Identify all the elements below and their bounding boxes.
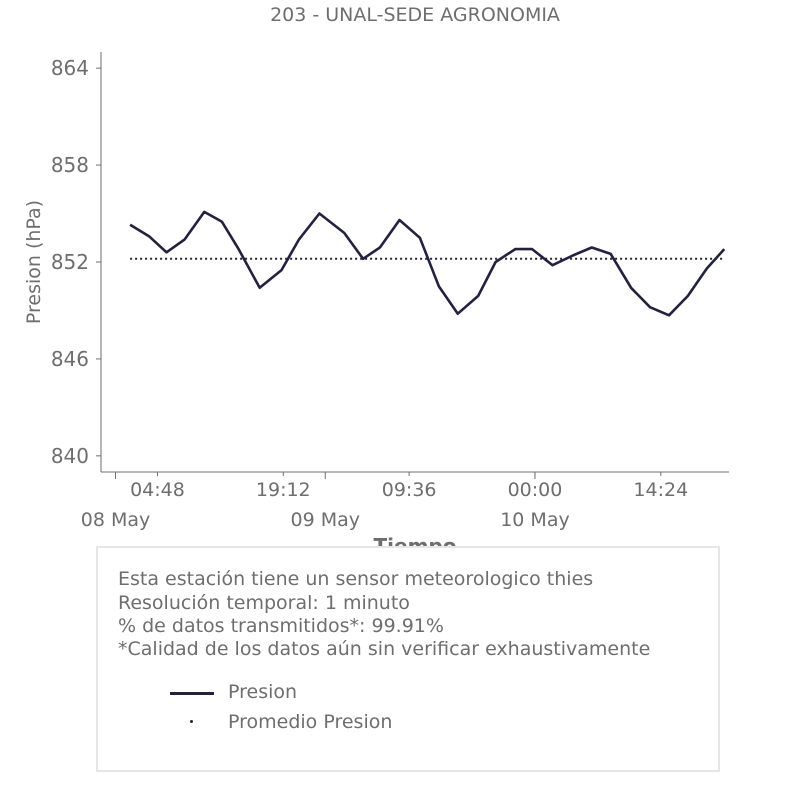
info-box: Esta estación tiene un sensor meteorolog… [96, 546, 720, 772]
y-tick-label: 846 [51, 347, 89, 371]
chart-title: 203 - UNAL-SEDE AGRONOMIA [270, 4, 560, 26]
legend-label-promedio: Promedio Presion [228, 711, 393, 733]
x-time-label: 19:12 [256, 479, 311, 501]
legend-item-presion: Presion [170, 681, 570, 705]
y-tick-label: 840 [51, 444, 89, 468]
y-tick-label: 864 [51, 56, 89, 80]
y-axis-label: Presion (hPa) [23, 200, 45, 324]
info-transmitted: % de datos transmitidos*: 99.91% [118, 615, 444, 637]
y-tick-label: 852 [51, 250, 89, 274]
legend-item-promedio: Promedio Presion [170, 711, 570, 735]
info-sensor: Esta estación tiene un sensor meteorolog… [118, 568, 594, 590]
series-presion-line [129, 210, 726, 317]
series-layer [129, 210, 726, 317]
legend-dot-swatch [190, 720, 193, 723]
x-ticks: 04:48 19:12 09:36 00:00 14:24 08 May 09 May 10 … [81, 472, 688, 531]
info-resolution: Resolución temporal: 1 minuto [118, 592, 410, 614]
legend-line-swatch [170, 692, 214, 695]
y-ticks: 840 846 852 858 864 [51, 56, 101, 468]
info-quality-note: *Calidad de los datos aún sin verificar … [118, 638, 651, 660]
x-date-label: 08 May [81, 509, 151, 531]
x-time-label: 00:00 [508, 479, 563, 501]
x-time-label: 09:36 [382, 479, 437, 501]
x-date-label: 09 May [290, 509, 360, 531]
x-time-label: 14:24 [633, 479, 688, 501]
legend-label-presion: Presion [228, 681, 298, 703]
x-date-label: 10 May [500, 509, 570, 531]
x-time-label: 04:48 [130, 479, 185, 501]
y-tick-label: 858 [51, 153, 89, 177]
